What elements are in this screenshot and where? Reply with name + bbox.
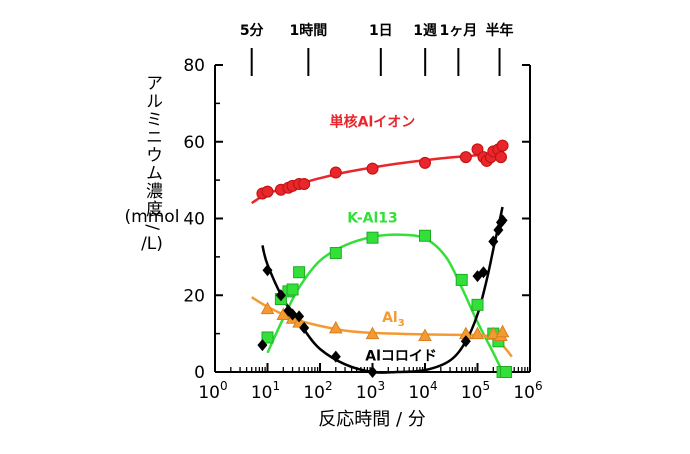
x-tick-base: 10 [356,383,378,403]
x-tick-label: 104 [408,379,437,403]
data-point-s2-6 [418,328,432,342]
data-point-s0-17 [494,151,507,164]
top-marker-label: 1日 [369,23,393,39]
data-point-s2-9 [486,326,501,340]
data-point-s3-0 [257,339,268,352]
x-tick-base: 10 [513,383,535,403]
data-point-s1-5 [329,247,342,260]
x-tick-exponent: 1 [273,379,281,393]
data-point-s3-11 [478,266,489,279]
series-label-base: Al [382,310,398,326]
data-point-s3-5 [294,310,305,323]
x-tick-exponent: 5 [483,379,491,393]
y-axis-title-line: アルミニウム濃度 / [142,74,163,231]
series-labels-layer: 単核Alイオン K-Al13 Al3 Alコロイド [330,113,437,364]
x-tick-label: 101 [251,379,280,403]
series-label-1: K-Al13 [347,210,398,226]
data-point-s3-12 [488,235,499,248]
y-tick-label: 0 [194,363,205,383]
data-point-s1-4 [293,266,306,279]
series-label-2: Al3 [382,310,405,329]
top-marker-label: 5分 [240,23,264,39]
x-tick-base: 10 [303,383,325,403]
data-point-s0-10 [459,151,472,164]
series-label-0: 単核Alイオン [330,113,416,130]
top-marker-label: 1ヶ月 [439,23,477,39]
axes-layer [214,48,531,373]
data-point-s1-13 [500,366,513,378]
data-point-s0-9 [419,156,431,169]
x-tick-base: 10 [251,383,273,403]
data-point-s0-8 [366,162,379,175]
data-point-s3-2 [275,289,286,302]
fit-curve-1 [266,233,504,373]
data-point-s1-3 [286,283,299,296]
x-tick-exponent: 0 [220,379,228,393]
data-point-s2-11 [495,324,510,338]
data-point-s3-9 [460,335,471,348]
data-point-s1-7 [419,229,431,242]
data-point-s0-6 [298,177,311,190]
data-point-s0-7 [329,166,342,179]
data-point-s1-6 [366,231,379,244]
x-tick-exponent: 2 [325,379,333,393]
data-point-s3-8 [367,366,378,378]
x-tick-label: 102 [303,379,332,403]
y-axis-title: アルミニウム濃度 /(mmol/L) [125,74,180,254]
x-tick-exponent: 3 [378,379,386,393]
data-point-s1-0 [261,331,274,344]
x-axis-title: 反応時間 / 分 [318,409,426,430]
top-marker-label: 1週 [413,23,437,39]
x-tick-label: 105 [461,379,490,403]
data-points-layer [256,139,513,378]
data-point-s3-7 [330,350,341,363]
y-axis-title-line: /L) [141,234,163,254]
data-point-s2-5 [365,326,380,340]
x-tick-exponent: 6 [535,379,543,393]
x-tick-exponent: 4 [430,379,438,393]
y-axis-title-line: (mmol [125,207,180,227]
data-point-s2-8 [470,326,485,340]
y-tick-label: 20 [183,286,205,306]
series-label-subscript: 3 [398,318,405,329]
data-point-s3-6 [299,321,310,334]
x-tick-label: 106 [513,379,542,403]
y-tick-label: 40 [183,210,205,230]
data-point-s3-1 [262,264,273,277]
x-tick-label: 103 [356,379,385,403]
data-point-s0-18 [496,139,509,152]
data-point-s2-0 [260,301,275,315]
x-tick-base: 10 [461,383,483,403]
top-marker-label: 1時間 [289,22,327,39]
data-point-s3-15 [497,214,508,227]
x-tick-base: 10 [198,383,220,403]
top-marker-label: 半年 [486,22,514,39]
y-tick-label: 80 [183,56,205,76]
data-point-s2-4 [328,320,343,334]
x-tick-base: 10 [408,383,430,403]
data-point-s1-8 [455,273,468,286]
data-point-s0-1 [261,185,274,198]
data-point-s1-9 [471,298,484,311]
x-tick-label: 100 [198,379,227,403]
series-label-3: Alコロイド [365,348,437,364]
y-tick-label: 60 [183,133,205,153]
